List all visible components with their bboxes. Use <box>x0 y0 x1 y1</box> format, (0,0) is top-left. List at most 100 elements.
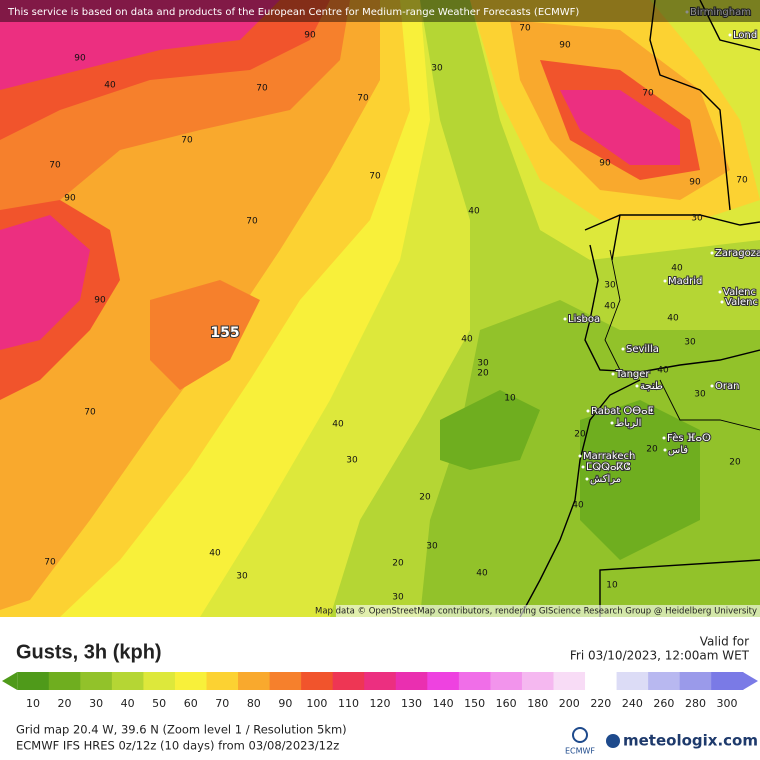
zone <box>150 280 260 390</box>
city-label: Oran <box>715 381 739 392</box>
contour-label: 90 <box>74 54 86 64</box>
notice-bar <box>0 0 760 22</box>
contour-label: 20 <box>477 369 489 379</box>
scale-label: 40 <box>121 697 135 710</box>
contour-label: 90 <box>599 159 611 169</box>
scale-swatch <box>427 672 460 690</box>
scale-swatch <box>111 672 144 690</box>
contour-label: 70 <box>84 408 96 418</box>
scale-label: 200 <box>559 697 580 710</box>
brand-logo <box>606 734 620 748</box>
contour-label: 20 <box>729 458 741 468</box>
contour-label: 10 <box>504 394 516 404</box>
attribution-bg <box>336 605 760 617</box>
zone <box>0 0 280 90</box>
scale-label: 140 <box>433 697 454 710</box>
grid-info: Grid map 20.4 W, 39.6 N (Zoom level 1 / … <box>16 723 347 737</box>
city-label: Rabat ⵔⴱⴰⵟ <box>591 406 654 417</box>
city-label: ⵎⵕⵕⴰⴽⵛ <box>586 462 630 473</box>
city-label: Madrid <box>668 276 702 287</box>
contour-label: 20 <box>419 493 431 503</box>
scale-label: 240 <box>622 697 643 710</box>
city-dot <box>586 409 590 413</box>
valid-label: Valid for <box>700 635 749 649</box>
city-label: فاس <box>668 445 688 456</box>
city-label: Tanger <box>615 369 650 380</box>
city-label: Birmingham <box>690 7 751 18</box>
contour-label: 10 <box>606 581 618 591</box>
coastline <box>519 379 760 618</box>
contour-label: 40 <box>671 264 683 274</box>
scale-swatch <box>711 672 744 690</box>
scale-label: 100 <box>306 697 327 710</box>
city-dot <box>720 300 724 304</box>
model-info: ECMWF IFS HRES 0z/12z (10 days) from 03/… <box>16 739 339 753</box>
scale-swatch <box>648 672 681 690</box>
scale-swatch <box>332 672 365 690</box>
contour-label: 90 <box>689 178 701 188</box>
city-dot <box>635 384 639 388</box>
scale-swatch <box>143 672 176 690</box>
scale-swatch <box>301 672 334 690</box>
contour-label: 40 <box>468 207 480 217</box>
scale-swatch <box>553 672 586 690</box>
legend-title: Gusts, 3h (kph) <box>16 641 162 663</box>
zone <box>440 390 540 470</box>
city-dot <box>610 421 614 425</box>
scale-swatch <box>490 672 523 690</box>
city-dot <box>585 477 589 481</box>
city-label: Fès ⴼⴰⵙ <box>667 432 711 444</box>
scale-swatch <box>206 672 239 690</box>
scale-label: 180 <box>527 697 548 710</box>
scale-swatch <box>616 672 649 690</box>
contour-label: 40 <box>332 420 344 430</box>
ecmwf-label: ECMWF <box>565 747 595 756</box>
coastline <box>584 214 760 373</box>
contour-label: 70 <box>181 136 193 146</box>
scale-swatch <box>17 672 50 690</box>
contour-label: 30 <box>694 390 706 400</box>
city-label: Zaragoza <box>715 248 760 259</box>
city-label: Valenc <box>725 297 758 308</box>
contour-label: 155 <box>210 325 239 341</box>
color-scale: 10 20 30 40 50 60 70 80 90 100 110 120 130 140 150 160 1… <box>2 672 758 710</box>
city-dot <box>663 448 667 452</box>
contour-label: 30 <box>426 542 438 552</box>
scale-swatch <box>80 672 113 690</box>
scale-label: 30 <box>89 697 103 710</box>
contour-label: 30 <box>477 359 489 369</box>
city-dot <box>662 436 666 440</box>
scale-label: 50 <box>152 697 166 710</box>
scale-label: 300 <box>717 697 738 710</box>
scale-arrow-right <box>742 672 758 690</box>
ecmwf-logo <box>572 727 588 743</box>
contour-label: 30 <box>431 64 443 74</box>
contour-label: 70 <box>519 24 531 34</box>
city-labels: Birmingham Lond Zaragoza Madrid ValencValenc… <box>563 6 760 486</box>
scale-swatch <box>679 672 712 690</box>
zone <box>0 215 90 350</box>
contour-label: 40 <box>476 569 488 579</box>
city-dot <box>728 33 732 37</box>
scale-label: 280 <box>685 697 706 710</box>
city-label: مراكش <box>590 474 621 485</box>
scale-swatch <box>48 672 81 690</box>
contour-label: 40 <box>657 366 669 376</box>
scale-swatch <box>458 672 491 690</box>
contour-label: 70 <box>642 89 654 99</box>
contour-label: 90 <box>559 41 571 51</box>
scale-swatch <box>585 672 618 690</box>
contour-label: 70 <box>357 94 369 104</box>
scale-label: 70 <box>215 697 229 710</box>
city-dot <box>611 372 615 376</box>
coastline <box>649 0 760 211</box>
contour-label: 40 <box>604 302 616 312</box>
contour-label: 30 <box>236 572 248 582</box>
valid-time: Fri 03/10/2023, 12:00am WET <box>570 649 750 663</box>
scale-swatch <box>269 672 302 690</box>
contour-label: 20 <box>392 559 404 569</box>
scale-label: 150 <box>464 697 485 710</box>
map: 90 90 40 70 70 30 70 90 70 90 90 70 70 70 90 70 70 40 30 90… <box>0 0 760 618</box>
contour-label: 70 <box>49 161 61 171</box>
